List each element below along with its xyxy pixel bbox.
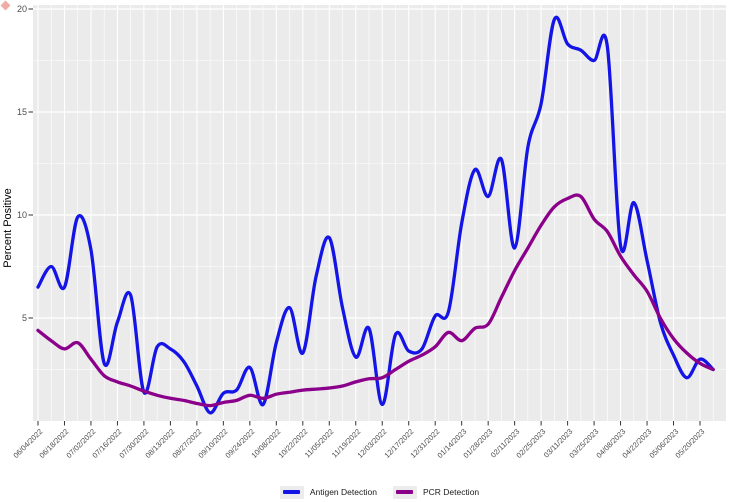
pcr-line	[36, 193, 715, 408]
legend-key-pcr	[392, 485, 417, 499]
y-tick-label: 10	[16, 210, 27, 220]
y-tick-label: 5	[21, 313, 27, 323]
legend-key-antigen	[279, 485, 304, 499]
plot-panel	[33, 5, 726, 421]
legend-label-pcr: PCR Detection	[422, 487, 480, 497]
legend-item-antigen: Antigen Detection	[279, 485, 377, 499]
y-tick-label: 15	[16, 107, 27, 117]
legend: Antigen Detection PCR Detection	[33, 483, 726, 501]
legend-label-antigen: Antigen Detection	[309, 487, 377, 497]
y-axis-title: Percent Positive	[2, 188, 14, 268]
legend-item-pcr: PCR Detection	[392, 485, 480, 499]
axis-tick-marks	[28, 8, 701, 426]
pcr-line-swatch-icon	[396, 490, 414, 494]
major-gridlines	[33, 5, 726, 421]
minor-gridlines	[33, 5, 726, 421]
y-tick-label: 20	[16, 4, 27, 14]
antigen-line-swatch-icon	[283, 490, 301, 494]
series-lines	[36, 15, 715, 415]
antigen-line	[36, 15, 715, 415]
